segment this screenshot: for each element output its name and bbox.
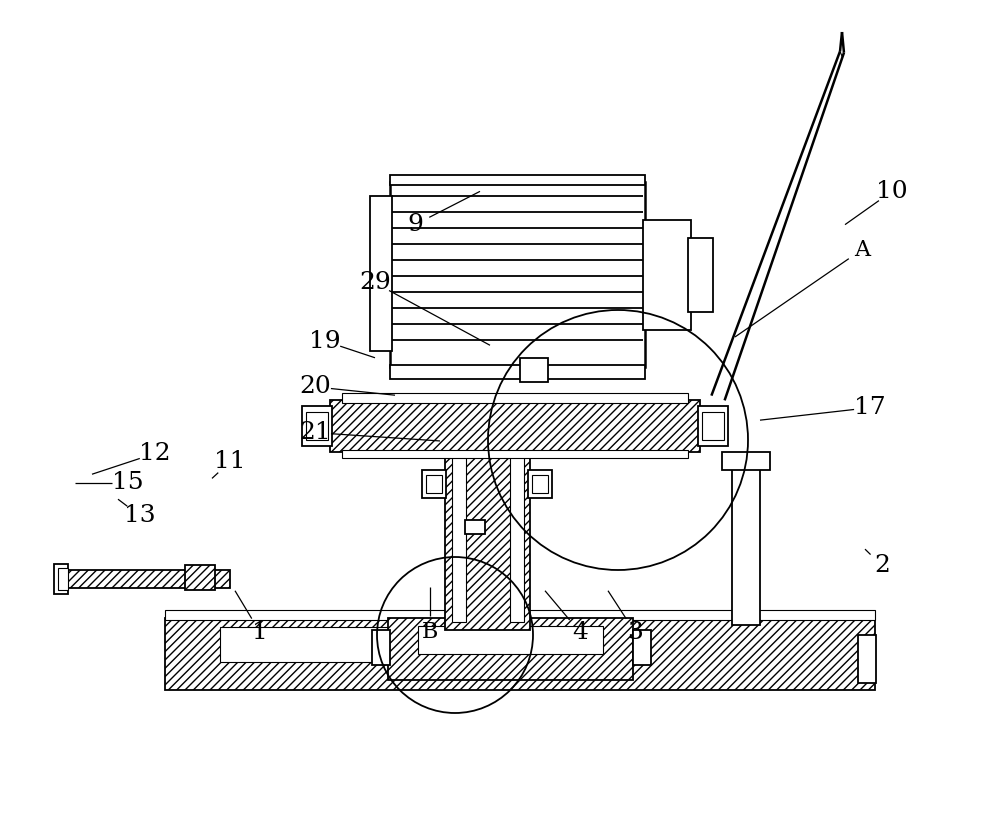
Bar xyxy=(732,460,760,625)
Text: 12: 12 xyxy=(139,442,171,465)
Bar xyxy=(390,175,645,185)
Bar xyxy=(390,365,645,379)
Bar xyxy=(532,475,548,493)
Bar xyxy=(372,630,390,665)
Bar xyxy=(722,452,770,470)
Text: 21: 21 xyxy=(299,421,331,444)
Text: 29: 29 xyxy=(359,271,391,295)
Bar xyxy=(330,400,700,452)
Text: 11: 11 xyxy=(214,450,246,473)
Text: 3: 3 xyxy=(627,621,643,644)
Text: 1: 1 xyxy=(252,621,268,644)
Bar xyxy=(342,393,688,403)
Bar xyxy=(390,182,645,367)
Bar xyxy=(426,475,442,493)
Bar xyxy=(58,568,68,590)
Bar xyxy=(633,630,651,665)
Bar xyxy=(62,570,230,588)
Text: 19: 19 xyxy=(309,329,341,353)
Bar xyxy=(54,564,68,594)
Bar xyxy=(465,520,485,534)
Bar xyxy=(422,470,446,498)
Bar xyxy=(342,450,688,458)
Bar xyxy=(418,626,603,654)
Bar xyxy=(445,415,530,630)
Text: B: B xyxy=(422,622,438,643)
Bar xyxy=(370,196,392,351)
Bar xyxy=(452,422,466,622)
Text: A: A xyxy=(854,239,870,260)
Bar xyxy=(165,618,875,690)
Bar xyxy=(528,470,552,498)
Bar xyxy=(643,220,691,330)
Text: 9: 9 xyxy=(407,213,423,236)
Bar xyxy=(306,412,328,440)
Bar xyxy=(688,238,713,312)
Text: 2: 2 xyxy=(874,554,890,577)
Bar xyxy=(702,412,724,440)
Bar xyxy=(858,635,876,683)
Text: 10: 10 xyxy=(876,180,908,203)
Bar xyxy=(185,565,215,590)
Text: 15: 15 xyxy=(112,471,144,494)
Text: 17: 17 xyxy=(854,396,886,419)
Bar xyxy=(388,618,633,680)
Bar xyxy=(510,422,524,622)
Bar xyxy=(302,406,332,446)
Bar xyxy=(698,406,728,446)
Bar xyxy=(165,610,875,620)
Bar xyxy=(520,358,548,382)
Bar xyxy=(220,627,600,662)
Text: 20: 20 xyxy=(299,375,331,399)
Text: 4: 4 xyxy=(572,621,588,644)
Text: 13: 13 xyxy=(124,504,156,527)
